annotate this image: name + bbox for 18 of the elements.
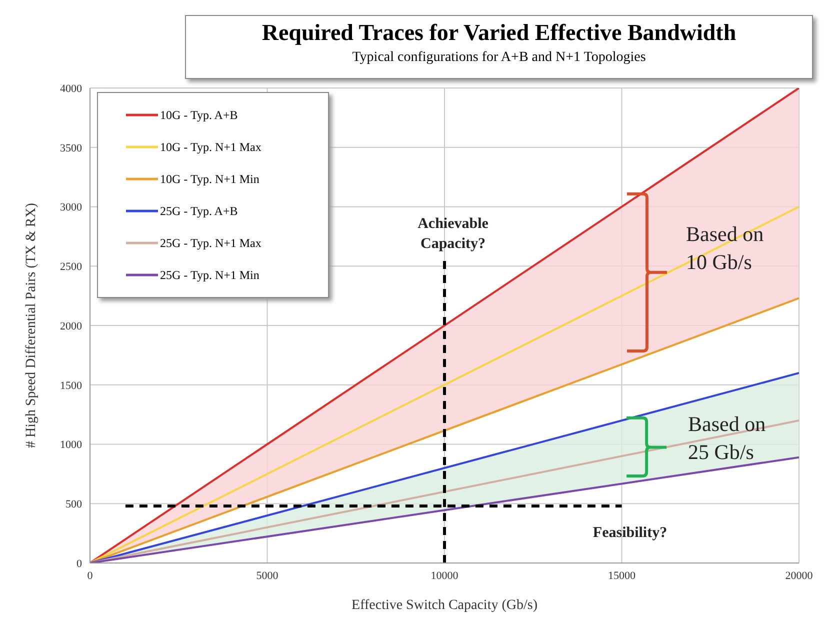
y-tick-label: 3000: [60, 202, 82, 214]
x-tick-label: 0: [87, 570, 94, 582]
x-tick-label: 15000: [608, 570, 636, 582]
y-tick-label: 1500: [60, 380, 82, 392]
x-tick-label: 20000: [785, 570, 814, 582]
x-tick-label: 5000: [256, 570, 279, 582]
y-axis-title: # High Speed Differential Pairs (TX & RX): [24, 202, 39, 448]
y-tick-label: 3500: [60, 142, 82, 154]
y-tick-label: 500: [66, 498, 82, 511]
x-tick-label: 10000: [430, 570, 459, 582]
y-tick-label: 1000: [60, 439, 82, 452]
chart-subtitle: Typical configurations for A+B and N+1 Topologies: [351, 50, 647, 66]
y-tick-label: 2000: [60, 320, 82, 332]
y-tick-label: 2500: [60, 261, 82, 274]
x-axis-title: Effective Switch Capacity (Gb/s): [352, 598, 538, 613]
y-tick-label: 4000: [60, 82, 82, 95]
chart-title: Required Traces for Varied Effective Bandwidth: [260, 20, 738, 46]
y-tick-label: 0: [76, 558, 82, 570]
